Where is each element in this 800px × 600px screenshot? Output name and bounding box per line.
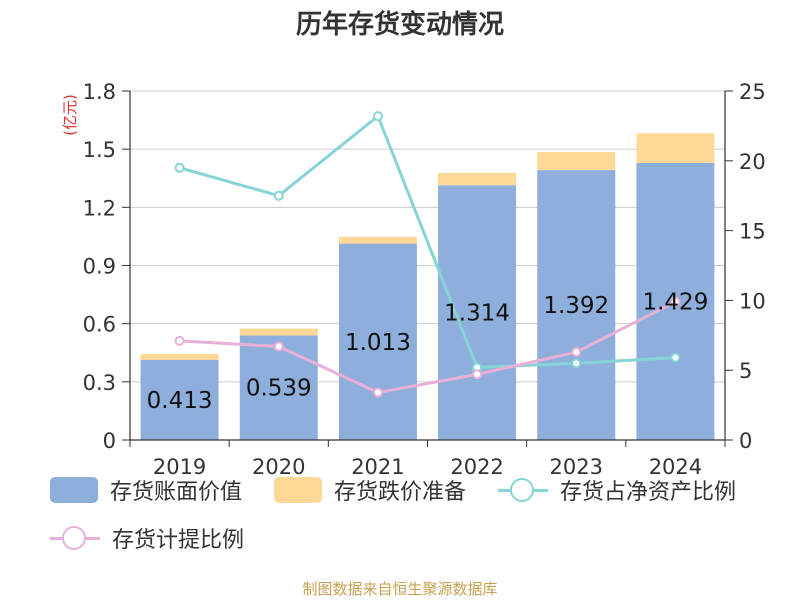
y-left-tick-label: 0.3: [83, 371, 116, 395]
bar-impairment: [239, 328, 318, 336]
series-line: [179, 300, 677, 395]
series-point: [571, 358, 582, 369]
y-left-tick-label: 0: [103, 429, 116, 453]
series-point: [372, 111, 383, 122]
y-left-tick-label: 0.9: [83, 255, 116, 279]
series-point: [174, 335, 185, 346]
y-right-tick-label: 15: [739, 220, 766, 244]
y-left-tick-label: 1.8: [83, 80, 116, 104]
legend-label-provision-ratio: 存货计提比例: [112, 528, 245, 553]
bar-value-label: 1.429: [642, 289, 708, 315]
y-right-tick-label: 0: [739, 429, 752, 453]
bar-value-label: 1.314: [444, 301, 510, 327]
legend-item-book-value[interactable]: 存货账面价值: [50, 474, 242, 506]
bar-book-value: [537, 170, 616, 440]
y-right-tick-label: 10: [739, 289, 766, 313]
y-right-tick-label: 25: [739, 80, 766, 104]
y-left-tick-label: 1.5: [83, 138, 116, 162]
y-right-tick-label: 5: [739, 359, 752, 383]
legend-item-impairment[interactable]: 存货跌价准备: [274, 474, 466, 506]
legend-marker-ratio-net-assets: [498, 477, 548, 503]
legend-item-ratio-net-assets[interactable]: 存货占净资产比例: [498, 474, 736, 506]
x-tick-label: 2022: [450, 455, 503, 479]
series-point: [571, 347, 582, 358]
y-right-tick-label: 20: [739, 150, 766, 174]
x-tick-label: 2024: [649, 455, 702, 479]
bar-value-label: 0.413: [147, 388, 213, 414]
bar-value-label: 1.392: [543, 293, 609, 319]
series-point: [273, 341, 284, 352]
legend-label-book-value: 存货账面价值: [110, 480, 243, 505]
bar-value-label: 0.539: [246, 376, 312, 402]
source-note: 制图数据来自恒生聚源数据库: [302, 580, 498, 598]
bar-value-label: 1.013: [345, 330, 411, 356]
bar-book-value: [140, 359, 219, 440]
y-left-tick-label: 1.2: [83, 196, 116, 220]
x-tick-label: 2023: [550, 455, 603, 479]
y-left-unit-label: (亿元): [61, 94, 79, 136]
series-point: [472, 369, 483, 380]
legend-label-impairment: 存货跌价准备: [334, 480, 467, 505]
y-left-tick-label: 0.6: [83, 313, 116, 337]
bar-book-value: [239, 335, 318, 440]
legend-swatch-book-value: [50, 477, 98, 503]
series-point: [670, 296, 681, 307]
series-point: [174, 162, 185, 173]
series-point: [372, 387, 383, 398]
bar-impairment: [438, 173, 517, 186]
bar-impairment: [338, 236, 417, 244]
x-tick-label: 2021: [351, 455, 404, 479]
chart-title: 历年存货变动情况: [295, 10, 504, 40]
bar-book-value: [438, 185, 517, 440]
bar-book-value: [338, 243, 417, 440]
legend-label-ratio-net-assets: 存货占净资产比例: [560, 480, 737, 505]
x-tick-label: 2020: [252, 455, 305, 479]
series-point: [273, 190, 284, 201]
series-line: [179, 113, 676, 369]
x-tick-label: 2019: [153, 455, 206, 479]
legend-item-provision-ratio[interactable]: 存货计提比例: [50, 522, 244, 554]
legend-swatch-impairment: [274, 477, 322, 503]
bar-impairment: [537, 152, 616, 171]
bar-impairment: [140, 353, 219, 360]
legend-marker-provision-ratio: [50, 525, 100, 551]
series-point: [670, 352, 681, 363]
bar-impairment: [636, 133, 715, 163]
